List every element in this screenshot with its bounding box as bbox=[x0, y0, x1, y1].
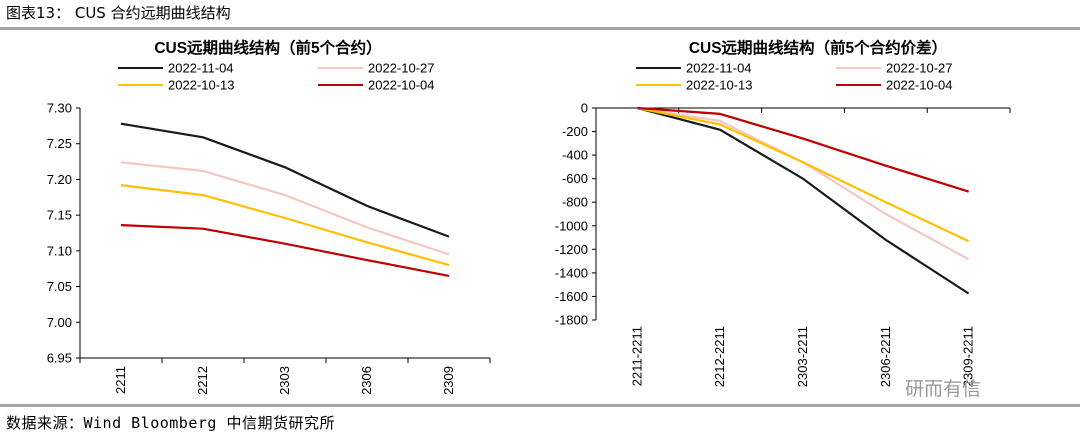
top-divider bbox=[0, 27, 1080, 30]
chart-right-forward-spread: CUS远期曲线结构（前5个合约价差） 2022-11-04 2022-10-27 20… bbox=[555, 38, 1011, 387]
x-tick-label: 2303 bbox=[277, 366, 292, 395]
y-tick-label: -800 bbox=[562, 195, 588, 210]
series-line-2022-10-13 bbox=[120, 184, 450, 267]
legend-label-2022-11-04: 2022-11-04 bbox=[686, 61, 752, 76]
x-tick-label: 2211-2211 bbox=[629, 326, 644, 386]
chart-title: CUS远期曲线结构（前5个合约价差） bbox=[689, 38, 947, 57]
legend-label-2022-10-04: 2022-10-04 bbox=[886, 78, 953, 93]
series-line-2022-11-04 bbox=[637, 106, 970, 295]
y-tick-label: 7.00 bbox=[47, 315, 72, 330]
y-tick-label: -1400 bbox=[555, 265, 588, 280]
y-tick-label: -1200 bbox=[555, 242, 588, 257]
legend-label-2022-10-27: 2022-10-27 bbox=[368, 61, 435, 76]
y-tick-label: 7.25 bbox=[47, 136, 72, 151]
figure-title: 图表13： CUS 合约远期曲线结构 bbox=[6, 4, 231, 22]
x-tick-label: 2309 bbox=[441, 366, 456, 395]
x-tick-label: 2306 bbox=[359, 366, 374, 395]
y-tick-label: -400 bbox=[562, 148, 588, 163]
y-tick-label: 7.05 bbox=[47, 279, 72, 294]
legend-label-2022-10-27: 2022-10-27 bbox=[886, 61, 953, 76]
watermark-text: 研而有信 bbox=[905, 378, 982, 400]
y-tick-label: 0 bbox=[581, 101, 588, 116]
series-line-2022-10-04 bbox=[637, 106, 969, 193]
x-tick-label: 2211 bbox=[113, 366, 128, 394]
series-line-2022-10-13 bbox=[637, 106, 970, 243]
series-line-2022-10-04 bbox=[120, 224, 450, 277]
x-tick-label: 2306-2211 bbox=[878, 326, 893, 387]
y-tick-label: 7.20 bbox=[47, 172, 72, 187]
legend-label-2022-10-04: 2022-10-04 bbox=[368, 78, 435, 93]
legend-label-2022-11-04: 2022-11-04 bbox=[168, 61, 234, 76]
y-tick-label: -1000 bbox=[555, 218, 588, 233]
chart-title: CUS远期曲线结构（前5个合约） bbox=[154, 38, 381, 57]
legend-label-2022-10-13: 2022-10-13 bbox=[686, 78, 753, 93]
y-tick-label: 7.30 bbox=[47, 101, 72, 116]
series-line-2022-10-27 bbox=[637, 106, 970, 261]
bottom-divider bbox=[0, 404, 1080, 407]
y-tick-label: -200 bbox=[562, 124, 588, 139]
legend-label-2022-10-13: 2022-10-13 bbox=[168, 78, 235, 93]
x-tick-label: 2303-2211 bbox=[795, 326, 810, 387]
y-tick-label: -1600 bbox=[555, 289, 588, 304]
chart-left-forward-curve: CUS远期曲线结构（前5个合约） 2022-11-04 2022-10-27 2022… bbox=[47, 38, 491, 395]
x-tick-label: 2212-2211 bbox=[712, 326, 727, 387]
y-tick-label: 7.10 bbox=[47, 243, 72, 258]
y-tick-label: -600 bbox=[562, 171, 588, 186]
series-line-2022-10-27 bbox=[120, 161, 450, 256]
y-tick-label: -1800 bbox=[555, 313, 588, 328]
series-line-2022-11-04 bbox=[120, 122, 450, 238]
x-tick-label: 2309-2211 bbox=[961, 326, 976, 387]
y-tick-label: 6.95 bbox=[47, 351, 72, 366]
x-tick-label: 2212 bbox=[195, 366, 210, 395]
y-tick-label: 7.15 bbox=[47, 208, 72, 223]
source-note: 数据来源：Wind Bloomberg 中信期货研究所 bbox=[6, 414, 335, 432]
